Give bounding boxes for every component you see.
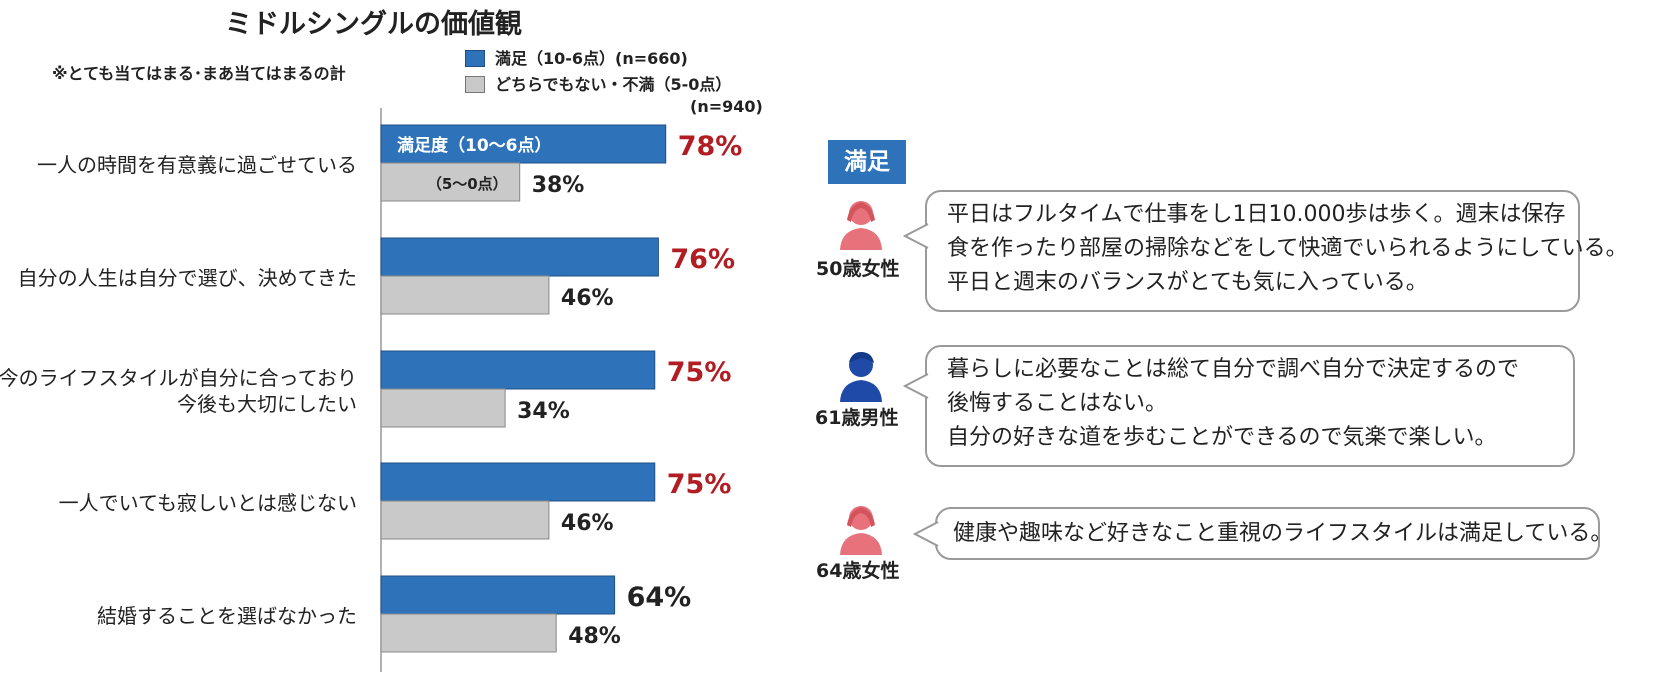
- data-label-unsatisfied: 46%: [561, 286, 614, 311]
- data-label-satisfied: 75%: [667, 357, 732, 388]
- category-label-line: 一人でいても寂しいとは感じない: [59, 491, 357, 515]
- man-icon: [838, 350, 884, 406]
- data-label-satisfied: 75%: [667, 469, 732, 500]
- bar-satisfied: [380, 237, 659, 277]
- legend-swatch-unsatisfied: [465, 76, 485, 93]
- comment-line: 後悔することはない。: [947, 391, 1168, 416]
- comment-line: 平日と週末のバランスがとても気に入っている。: [947, 270, 1428, 295]
- legend: 満足（10-6点）(n=660) どちらでもない・不満（5-0点）: [465, 46, 731, 98]
- category-label: 一人でいても寂しいとは感じない: [59, 491, 357, 515]
- comment-bubble-tail: [912, 520, 939, 554]
- legend-label-unsatisfied: どちらでもない・不満（5-0点）: [495, 75, 732, 94]
- bar-satisfied: [380, 124, 667, 164]
- legend-swatch-satisfied: [465, 50, 485, 67]
- data-label-satisfied: 78%: [678, 131, 743, 162]
- category-label-line: 一人の時間を有意義に過ごせている: [37, 153, 357, 177]
- data-label-satisfied: 76%: [670, 244, 735, 275]
- comment-bubble-tail: [902, 372, 929, 406]
- legend-unsatisfied-n: (n=940): [690, 97, 763, 116]
- bar-satisfied: [380, 462, 656, 502]
- bar-satisfied: [380, 575, 616, 615]
- woman-icon: [838, 503, 884, 559]
- comment-bubble: 健康や趣味など好きなこと重視のライフスタイルは満足している。: [935, 507, 1613, 560]
- category-label: 結婚することを選ばなかった: [97, 604, 357, 628]
- category-label: 自分の人生は自分で選び、決めてきた: [18, 266, 357, 290]
- category-label: 今のライフスタイルが自分に合っており今後も大切にしたい: [0, 366, 357, 416]
- data-label-satisfied: 64%: [627, 582, 692, 613]
- comment-bubble: 暮らしに必要なことは総て自分で調べ自分で決定するので 後悔することはない。自分の好…: [925, 345, 1575, 467]
- satisfied-badge: 満足: [828, 140, 906, 184]
- bar-chart: 一人の時間を有意義に過ごせている 78% 38% 満足度（10～6点） （5～0点） 自分…: [0, 108, 743, 672]
- comment-line: 健康や趣味など好きなこと重視のライフスタイルは満足している。: [953, 521, 1613, 546]
- bar-unsatisfied: [380, 162, 521, 202]
- bar-unsatisfied: [380, 388, 506, 428]
- comment-line: 暮らしに必要なことは総て自分で調べ自分で決定するので: [947, 357, 1520, 382]
- page-title: ミドルシングルの価値観: [225, 9, 522, 40]
- data-label-unsatisfied: 34%: [517, 399, 570, 424]
- category-label-line: 今後も大切にしたい: [177, 392, 357, 416]
- comment-bubble-tail: [902, 222, 929, 256]
- in-bar-label-unsatisfied: （5～0点）: [427, 175, 508, 193]
- legend-item-satisfied: 満足（10-6点）(n=660): [465, 46, 731, 72]
- category-label-line: 自分の人生は自分で選び、決めてきた: [18, 266, 357, 290]
- category-label: 一人の時間を有意義に過ごせている: [37, 153, 357, 177]
- bar-satisfied: [380, 350, 656, 390]
- comment-line: 自分の好きな道を歩むことができるので気楽で楽しい。: [947, 425, 1497, 450]
- comment-line: 平日はフルタイムで仕事をし1日10.000歩は歩く。週末は保存: [947, 202, 1566, 227]
- persona-label: 50歳女性: [816, 258, 900, 280]
- in-bar-label-satisfied: 満足度（10～6点）: [397, 135, 552, 156]
- woman-icon: [838, 198, 884, 254]
- comment-bubble: 平日はフルタイムで仕事をし1日10.000歩は歩く。週末は保存食を作ったり部屋の…: [925, 190, 1628, 312]
- category-label-line: 今のライフスタイルが自分に合っており: [0, 366, 357, 390]
- comment-line: 食を作ったり部屋の掃除などをして快適でいられるようにしている。: [947, 236, 1628, 261]
- legend-item-unsatisfied: どちらでもない・不満（5-0点）: [465, 72, 731, 98]
- data-label-unsatisfied: 46%: [561, 511, 614, 536]
- bar-unsatisfied: [380, 613, 557, 653]
- persona-label: 64歳女性: [816, 560, 900, 582]
- category-label-line: 結婚することを選ばなかった: [97, 604, 357, 628]
- bar-unsatisfied: [380, 500, 550, 540]
- data-label-unsatisfied: 48%: [568, 624, 621, 649]
- bar-unsatisfied: [380, 275, 550, 315]
- survey-note: ※とても当てはまる･まあ当てはまるの計: [52, 64, 346, 83]
- data-label-unsatisfied: 38%: [532, 173, 585, 198]
- persona-label: 61歳男性: [815, 407, 899, 429]
- legend-label-satisfied: 満足（10-6点）(n=660): [495, 49, 688, 68]
